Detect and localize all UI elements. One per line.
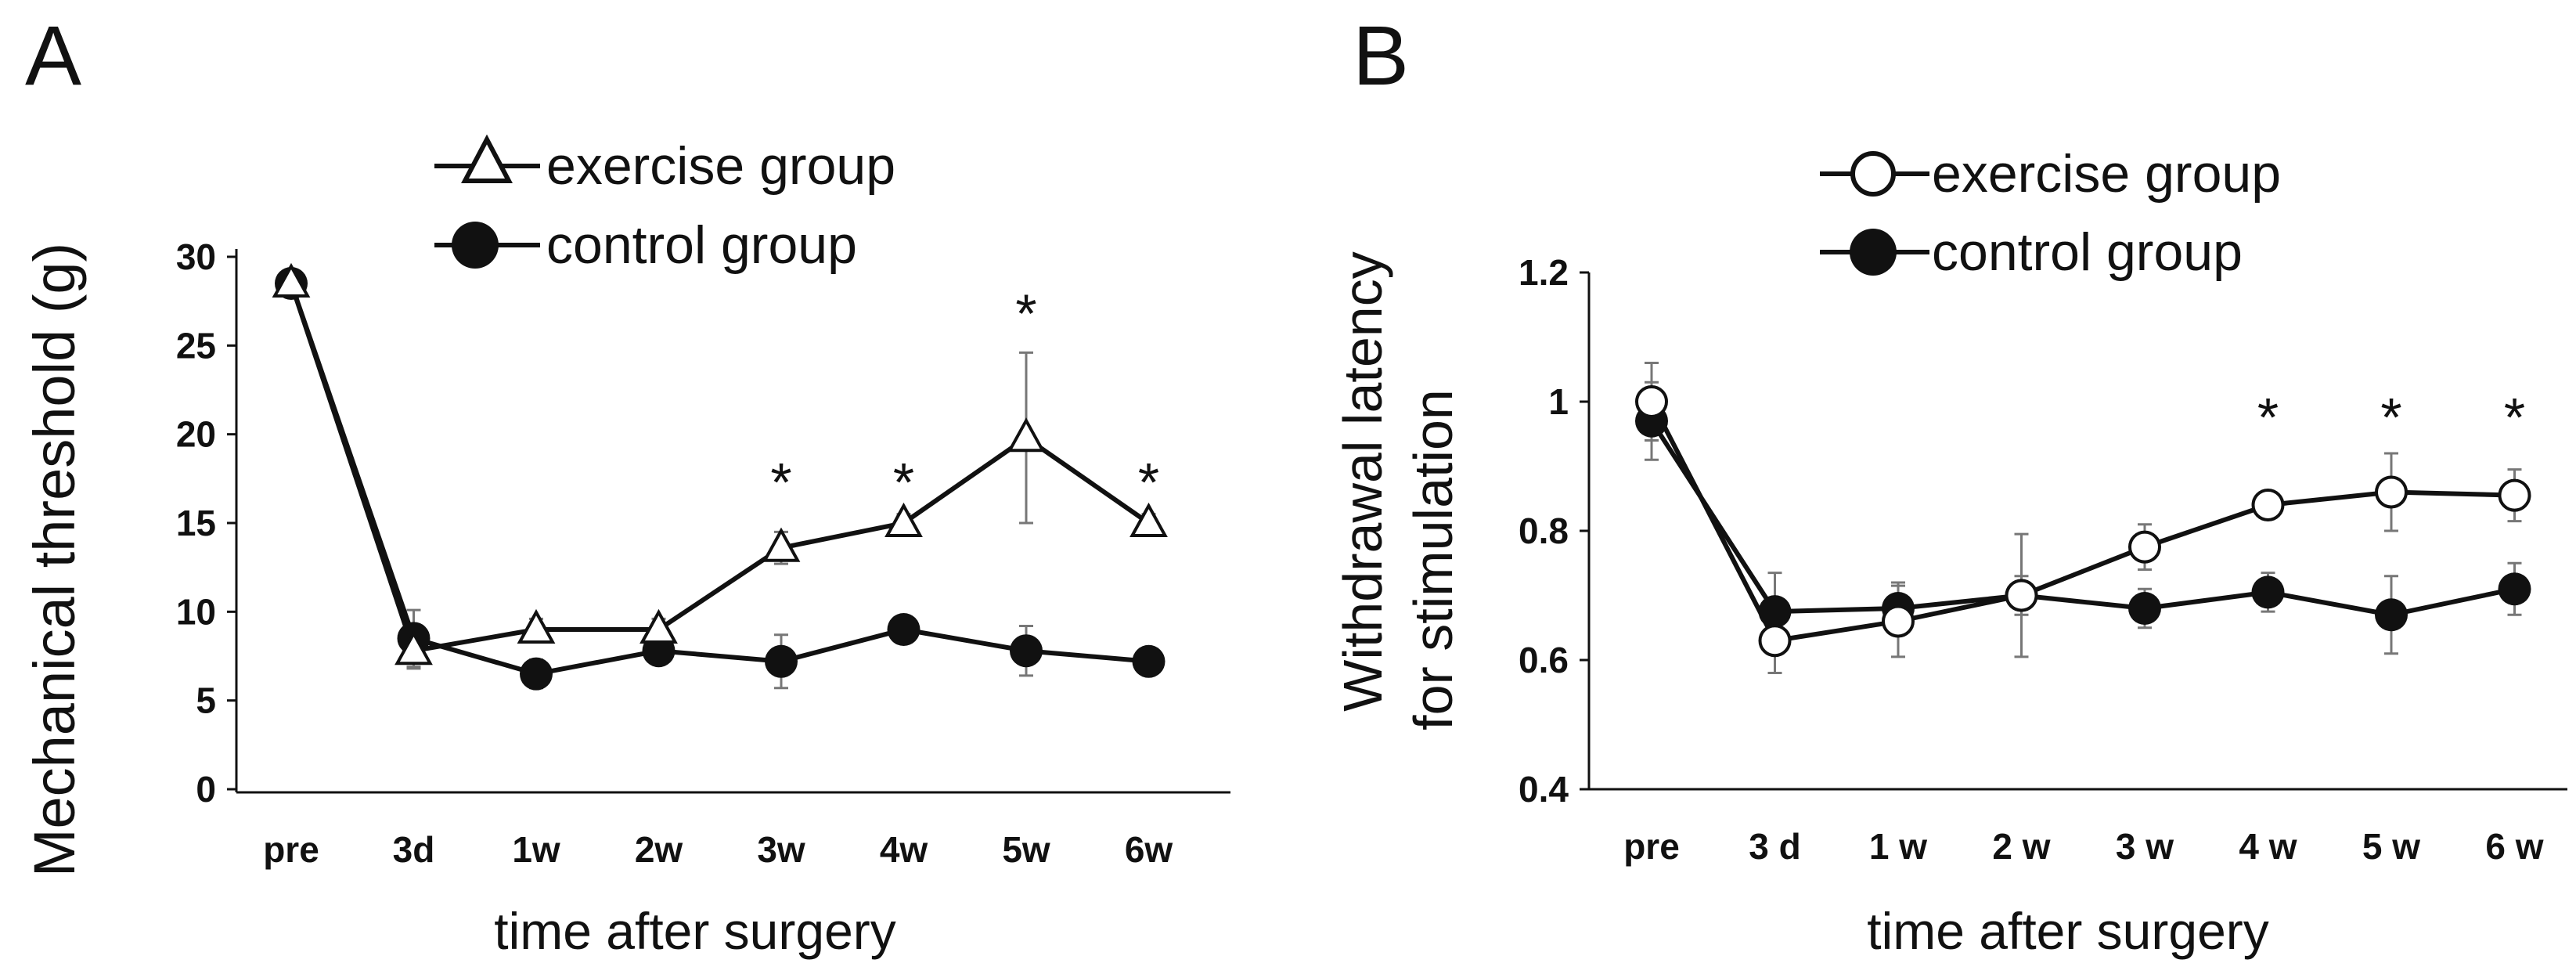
panel-b-x-tick-label: 3 w [2116, 826, 2174, 867]
panel-b-x-tick-label: 6 w [2485, 826, 2543, 867]
panel-a-point-control [887, 613, 921, 646]
panel-b-y-tick-label: 0.6 [1519, 640, 1569, 680]
panel-b-legend-open-circle-icon [1850, 151, 1896, 197]
panel-a-x-tick-label: 3d [393, 829, 435, 870]
panel-b-point-exercise [1882, 604, 1915, 638]
panel-a-significance-star: * [770, 452, 791, 513]
panel-a-y-tick-label: 30 [176, 236, 216, 277]
panel-b-y-tick-label: 1.2 [1519, 252, 1569, 293]
panel-b-point-exercise [2005, 579, 2038, 612]
panel-a-x-tick-label: pre [263, 829, 319, 870]
panel-b-point-exercise [2498, 478, 2531, 512]
panel-a-point-exercise [639, 608, 678, 644]
panel-a: A Mechanical threshold (g) time after su… [22, 8, 1230, 960]
panel-b-point-control [2498, 572, 2531, 606]
panel-a-x-tick-label: 1w [512, 829, 560, 870]
panel-a-point-control [520, 657, 553, 691]
panel-a-legend-control-label: control group [546, 215, 857, 275]
panel-a-y-tick-label: 20 [176, 414, 216, 455]
panel-b: B Withdrawal latency for stimulation tim… [1332, 8, 2567, 960]
panel-a-x-tick-label: 4w [880, 829, 928, 870]
panel-a-x-tick-label: 2w [635, 829, 683, 870]
panel-a-point-exercise [884, 502, 923, 537]
panel-a-point-exercise [762, 527, 801, 562]
panel-b-x-tick-label: 5 w [2362, 826, 2420, 867]
panel-a-y-tick-label: 10 [176, 591, 216, 632]
panel-b-point-exercise [1758, 624, 1792, 658]
panel-a-x-tick-label: 5w [1002, 829, 1050, 870]
panel-b-x-tick-label: 4 w [2239, 826, 2297, 867]
panel-b-y-tick-label: 0.8 [1519, 510, 1569, 551]
panel-a-label: A [25, 8, 81, 103]
panel-a-significance-star: * [893, 452, 914, 513]
panel-a-point-control [1010, 634, 1043, 668]
panel-a-y-axis-label: Mechanical threshold (g) [22, 243, 87, 877]
panel-b-legend: exercise group control group [1820, 144, 2281, 282]
panel-a-x-axis-label: time after surgery [494, 902, 896, 960]
panel-b-series-exercise-line [1649, 400, 2515, 644]
panel-b-legend-control-label: control group [1932, 222, 2243, 282]
panel-a-point-control [765, 644, 798, 678]
panel-b-marks: 0.4 0.6 0.8 1 1.2 pre 3 d 1 w 2 w 3 w 4 w 5 w 6 w * * * [1519, 252, 2544, 867]
panel-a-marks: 0 5 10 15 20 25 30 pre 3d 1w 2w 3w 4w 5w 6w * * * * [176, 236, 1173, 870]
panel-a-legend-circle-icon [452, 222, 499, 269]
panel-a-x-tick-label: 6w [1125, 829, 1173, 870]
panel-b-y-axis-label-line1: Withdrawal latency [1332, 251, 1393, 711]
panel-b-point-exercise [2375, 475, 2408, 509]
panel-b-label: B [1353, 8, 1409, 103]
panel-b-series-control-line [1649, 420, 2516, 618]
panel-a-y-tick-label: 15 [176, 503, 216, 543]
panel-a-point-exercise [272, 262, 311, 298]
panel-a-legend-exercise-label: exercise group [546, 136, 895, 196]
panel-a-legend: exercise group control group [434, 134, 895, 275]
panel-a-y-tick-label: 25 [176, 325, 216, 366]
panel-b-y-tick-label: 0.4 [1519, 769, 1569, 810]
panel-b-point-control [2251, 575, 2285, 609]
panel-a-point-exercise [1007, 417, 1046, 453]
panel-b-x-tick-label: pre [1623, 826, 1680, 867]
panel-b-y-axis-label-line2: for stimulation [1403, 389, 1464, 730]
panel-a-legend-triangle-icon [461, 134, 513, 183]
panel-a-point-exercise [395, 630, 433, 666]
panel-a-significance-star: * [1138, 452, 1159, 513]
panel-b-x-axis-label: time after surgery [1867, 902, 2269, 960]
panel-a-point-control [1132, 644, 1166, 678]
panel-a-point-exercise [517, 608, 556, 644]
panel-b-point-control [1758, 595, 1792, 629]
panel-b-point-control [2375, 598, 2408, 632]
panel-a-y-tick-label: 0 [196, 769, 216, 810]
panel-a-y-tick-label: 5 [196, 680, 216, 721]
panel-b-legend-filled-circle-icon [1850, 229, 1897, 276]
panel-b-point-exercise [2251, 489, 2285, 521]
panel-b-point-exercise [2128, 530, 2161, 564]
panel-a-point-exercise [1129, 502, 1168, 537]
panel-b-x-tick-label: 2 w [1992, 826, 2050, 867]
panel-b-x-tick-label: 3 d [1749, 826, 1800, 867]
panel-b-significance-star: * [2504, 387, 2525, 448]
panel-b-legend-exercise-label: exercise group [1932, 144, 2281, 204]
panel-b-point-exercise [1635, 385, 1668, 418]
panel-a-series-exercise-line [289, 283, 1151, 654]
panel-a-significance-star: * [1015, 283, 1036, 345]
panel-b-y-tick-label: 1 [1548, 381, 1569, 422]
panel-b-point-control [2128, 592, 2161, 625]
panel-b-significance-star: * [2257, 387, 2279, 448]
panel-a-x-tick-label: 3w [757, 829, 805, 870]
panel-b-significance-star: * [2380, 387, 2401, 448]
panel-b-x-tick-label: 1 w [1869, 826, 1927, 867]
panel-a-series-control-line [289, 283, 1149, 676]
